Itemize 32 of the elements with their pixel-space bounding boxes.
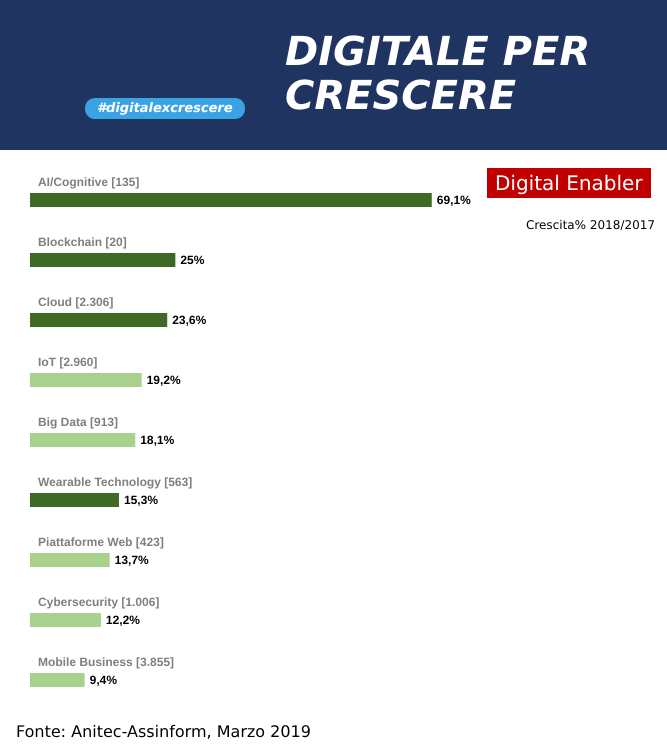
y-tick-label: Mobile Business [3.855] [38, 655, 174, 669]
bar [30, 553, 110, 567]
data-label: 13,7% [114, 553, 150, 567]
data-label: 23,6% [172, 313, 207, 327]
bar [30, 673, 85, 687]
bar [30, 253, 176, 267]
data-label: 69,1% [436, 193, 472, 207]
y-tick-label: Cloud [2.306] [38, 295, 114, 309]
data-label: 19,2% [146, 373, 181, 387]
data-label: 25% [180, 253, 205, 267]
data-label: 12,2% [106, 613, 140, 627]
chart-title: DIGITALE PER CRESCERE [285, 29, 592, 119]
y-tick-label: IoT [2.960] [38, 355, 98, 369]
data-label: 9,4% [90, 673, 118, 687]
y-tick-label: Piattaforme Web [423] [38, 535, 164, 549]
text: Crescita% 2018/2017 [526, 218, 655, 232]
bar [30, 433, 136, 447]
bar [30, 193, 432, 207]
text: #digitalexcrescere [85, 98, 245, 119]
y-tick-label: AI/Cognitive [135] [38, 175, 140, 189]
source-note: Fonte: Anitec-Assinform, Marzo 2019 [16, 722, 311, 741]
bar [30, 493, 119, 507]
bar [30, 373, 142, 387]
text: Digital Enabler [487, 168, 651, 198]
y-tick-label: Big Data [913] [38, 415, 118, 429]
bar [30, 313, 168, 327]
data-label: 15,3% [124, 493, 158, 507]
y-tick-label: Cybersecurity [1.006] [38, 595, 160, 609]
bar [30, 613, 101, 627]
y-tick-label: Blockchain [20] [38, 235, 127, 249]
y-tick-label: Wearable Technology [563] [38, 475, 192, 489]
data-label: 18,1% [140, 433, 175, 447]
